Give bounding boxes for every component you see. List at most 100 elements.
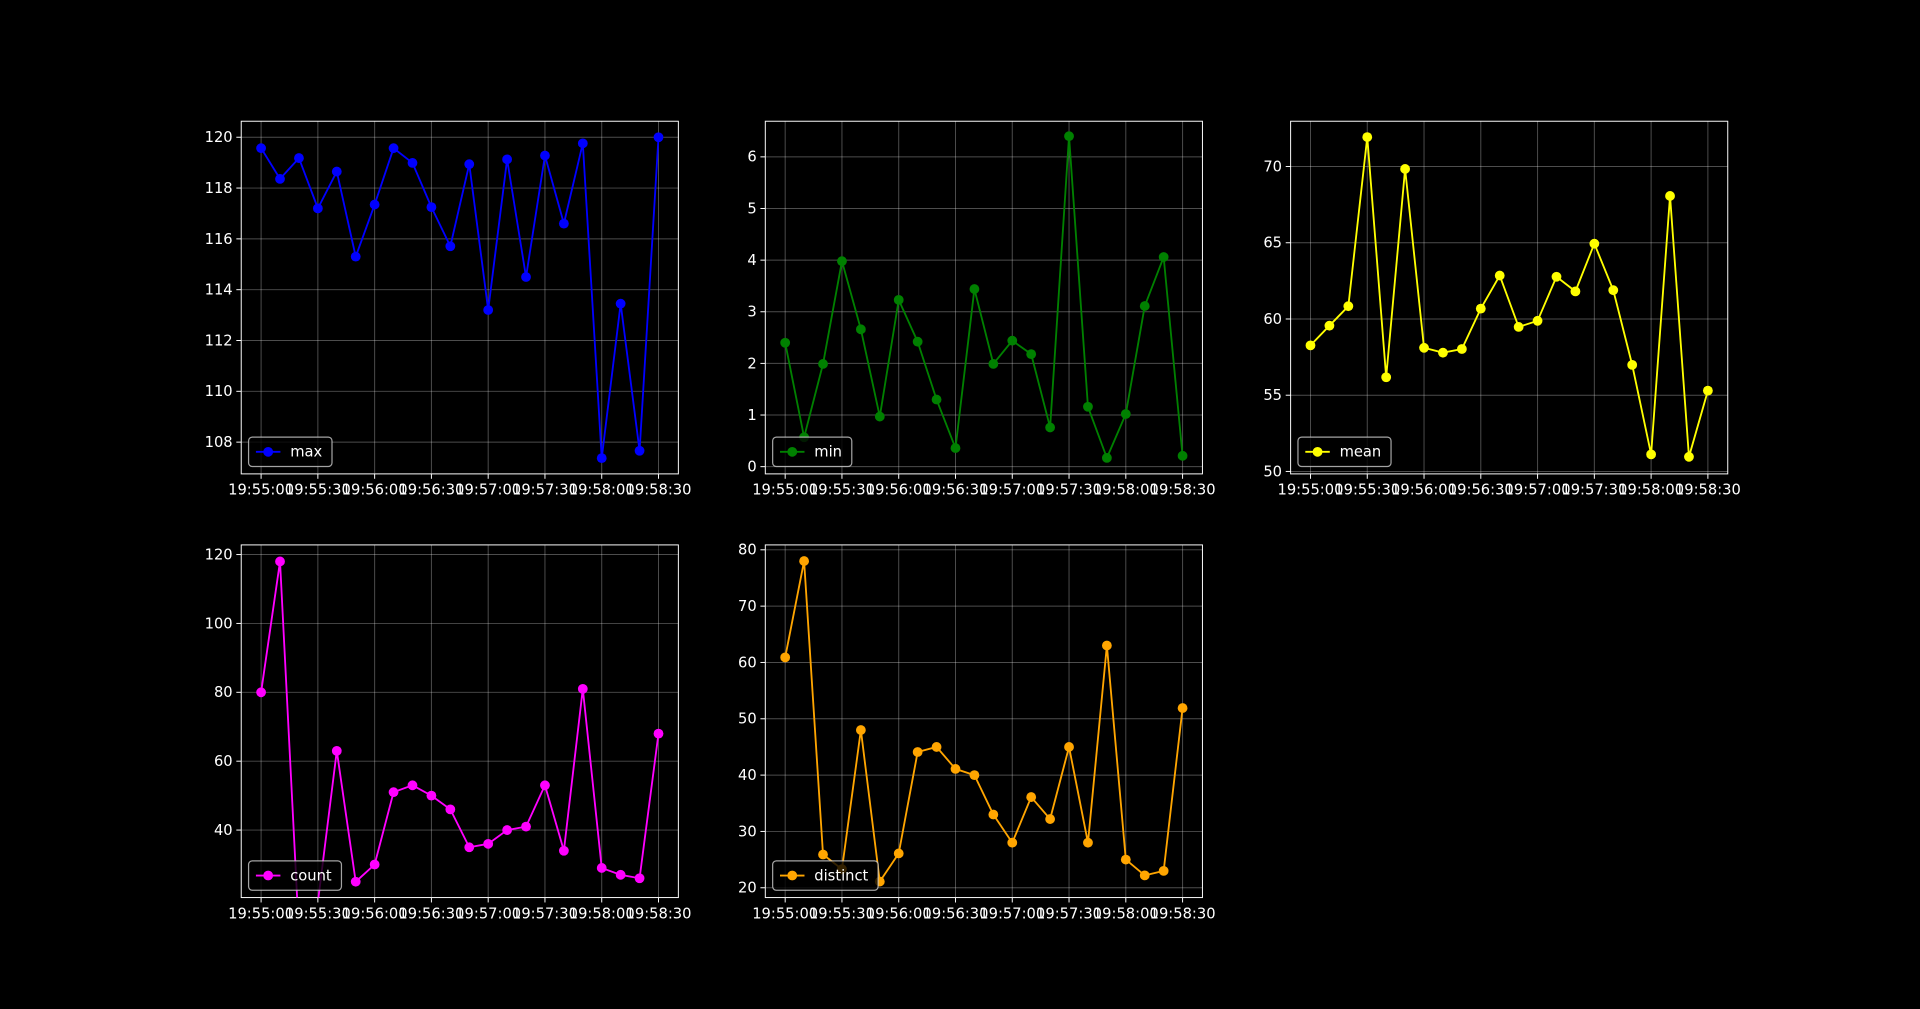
data-point: [521, 821, 531, 832]
data-point: [780, 337, 791, 348]
data-point: [1513, 322, 1524, 332]
data-point: [1101, 640, 1112, 651]
y-tick-label: 4: [747, 252, 756, 269]
data-point: [312, 203, 323, 214]
series-group: [256, 556, 664, 938]
data-point: [950, 764, 961, 774]
data-point: [1083, 401, 1093, 412]
series-line: [784, 560, 1184, 885]
data-point: [1064, 742, 1074, 752]
legend-marker: [1312, 446, 1323, 457]
y-tick-label: 3: [747, 304, 756, 321]
legend-marker: [263, 446, 274, 457]
x-tick-label: 19:58:00: [1618, 482, 1684, 499]
data-point: [912, 336, 923, 347]
data-point: [855, 324, 866, 335]
data-point: [1608, 285, 1619, 296]
legend-marker: [263, 870, 274, 881]
y-tick-label: 108: [205, 434, 233, 451]
data-point: [969, 284, 980, 294]
y-tick-label: 120: [205, 546, 233, 563]
data-point: [388, 787, 399, 798]
x-tick-label: 19:58:30: [1150, 482, 1216, 499]
data-point: [634, 873, 645, 884]
data-point: [369, 199, 380, 210]
data-point: [634, 445, 645, 456]
data-point: [521, 272, 531, 282]
data-point: [1589, 238, 1600, 249]
x-tick-label: 19:57:30: [1036, 482, 1102, 499]
data-point: [558, 845, 569, 856]
data-point: [540, 780, 550, 791]
chart-panel: 19:55:0019:55:3019:56:0019:56:3019:57:00…: [738, 542, 1216, 923]
data-point: [1684, 451, 1694, 462]
x-tick-label: 19:57:00: [979, 482, 1045, 499]
data-point: [1158, 252, 1169, 262]
chart-panel: 19:55:0019:55:3019:56:0019:56:3019:57:00…: [1263, 120, 1741, 499]
legend-box: [247, 860, 343, 891]
data-point: [464, 159, 475, 170]
legend-label: distinct: [814, 867, 868, 884]
data-point: [1026, 792, 1037, 802]
y-tick-label: 60: [738, 654, 757, 671]
data-point: [1007, 335, 1018, 346]
y-tick-label: 70: [738, 598, 757, 615]
data-point: [1702, 385, 1713, 396]
x-tick-label: 19:58:00: [1093, 905, 1159, 922]
y-tick-label: 50: [738, 711, 757, 728]
y-tick-label: 2: [747, 355, 756, 372]
y-tick-label: 6: [747, 149, 756, 166]
data-point: [931, 742, 942, 752]
data-point: [275, 174, 285, 184]
x-tick-label: 19:55:30: [285, 482, 351, 499]
data-point: [1101, 452, 1112, 463]
data-point: [1120, 854, 1131, 865]
data-point: [912, 747, 923, 757]
data-point: [483, 838, 494, 849]
y-tick-label: 40: [214, 822, 233, 839]
data-point: [837, 256, 847, 267]
data-point: [1045, 814, 1056, 824]
x-tick-label: 19:58:30: [1675, 482, 1741, 499]
x-tick-label: 19:55:00: [1277, 482, 1343, 499]
legend-label: mean: [1340, 444, 1382, 461]
data-point: [540, 150, 550, 161]
data-point: [426, 202, 437, 213]
x-tick-label: 19:55:00: [228, 905, 294, 922]
data-point: [1007, 837, 1018, 848]
data-point: [558, 218, 569, 229]
data-point: [931, 394, 942, 405]
data-point: [1456, 344, 1467, 354]
data-point: [893, 848, 904, 859]
data-point: [1158, 865, 1169, 876]
y-tick-label: 0: [747, 459, 756, 476]
plot-frame: [240, 544, 679, 899]
data-point: [331, 745, 342, 756]
chart-panel: 19:55:0019:55:3019:56:0019:56:3019:57:00…: [747, 120, 1216, 499]
x-tick-label: 19:56:30: [398, 905, 464, 922]
x-tick-label: 19:55:00: [752, 482, 818, 499]
data-point: [1381, 372, 1392, 383]
data-point: [294, 928, 304, 938]
data-point: [275, 556, 285, 567]
data-point: [615, 869, 626, 880]
y-tick-label: 80: [214, 684, 233, 701]
y-tick-label: 112: [205, 332, 233, 349]
x-tick-label: 19:55:30: [809, 905, 875, 922]
data-point: [893, 294, 904, 305]
data-point: [1646, 449, 1657, 460]
x-tick-label: 19:58:30: [626, 482, 692, 499]
data-point: [1139, 301, 1150, 311]
x-tick-label: 19:56:30: [923, 905, 989, 922]
x-tick-label: 19:57:00: [979, 905, 1045, 922]
data-point: [780, 652, 791, 663]
y-tick-label: 118: [205, 180, 233, 197]
data-point: [1665, 191, 1675, 201]
data-point: [256, 143, 266, 154]
data-point: [577, 683, 588, 694]
data-point: [1343, 301, 1354, 312]
x-tick-label: 19:57:30: [1036, 905, 1102, 922]
data-point: [596, 863, 607, 873]
x-tick-label: 19:56:30: [398, 482, 464, 499]
x-tick-label: 19:58:00: [569, 482, 635, 499]
